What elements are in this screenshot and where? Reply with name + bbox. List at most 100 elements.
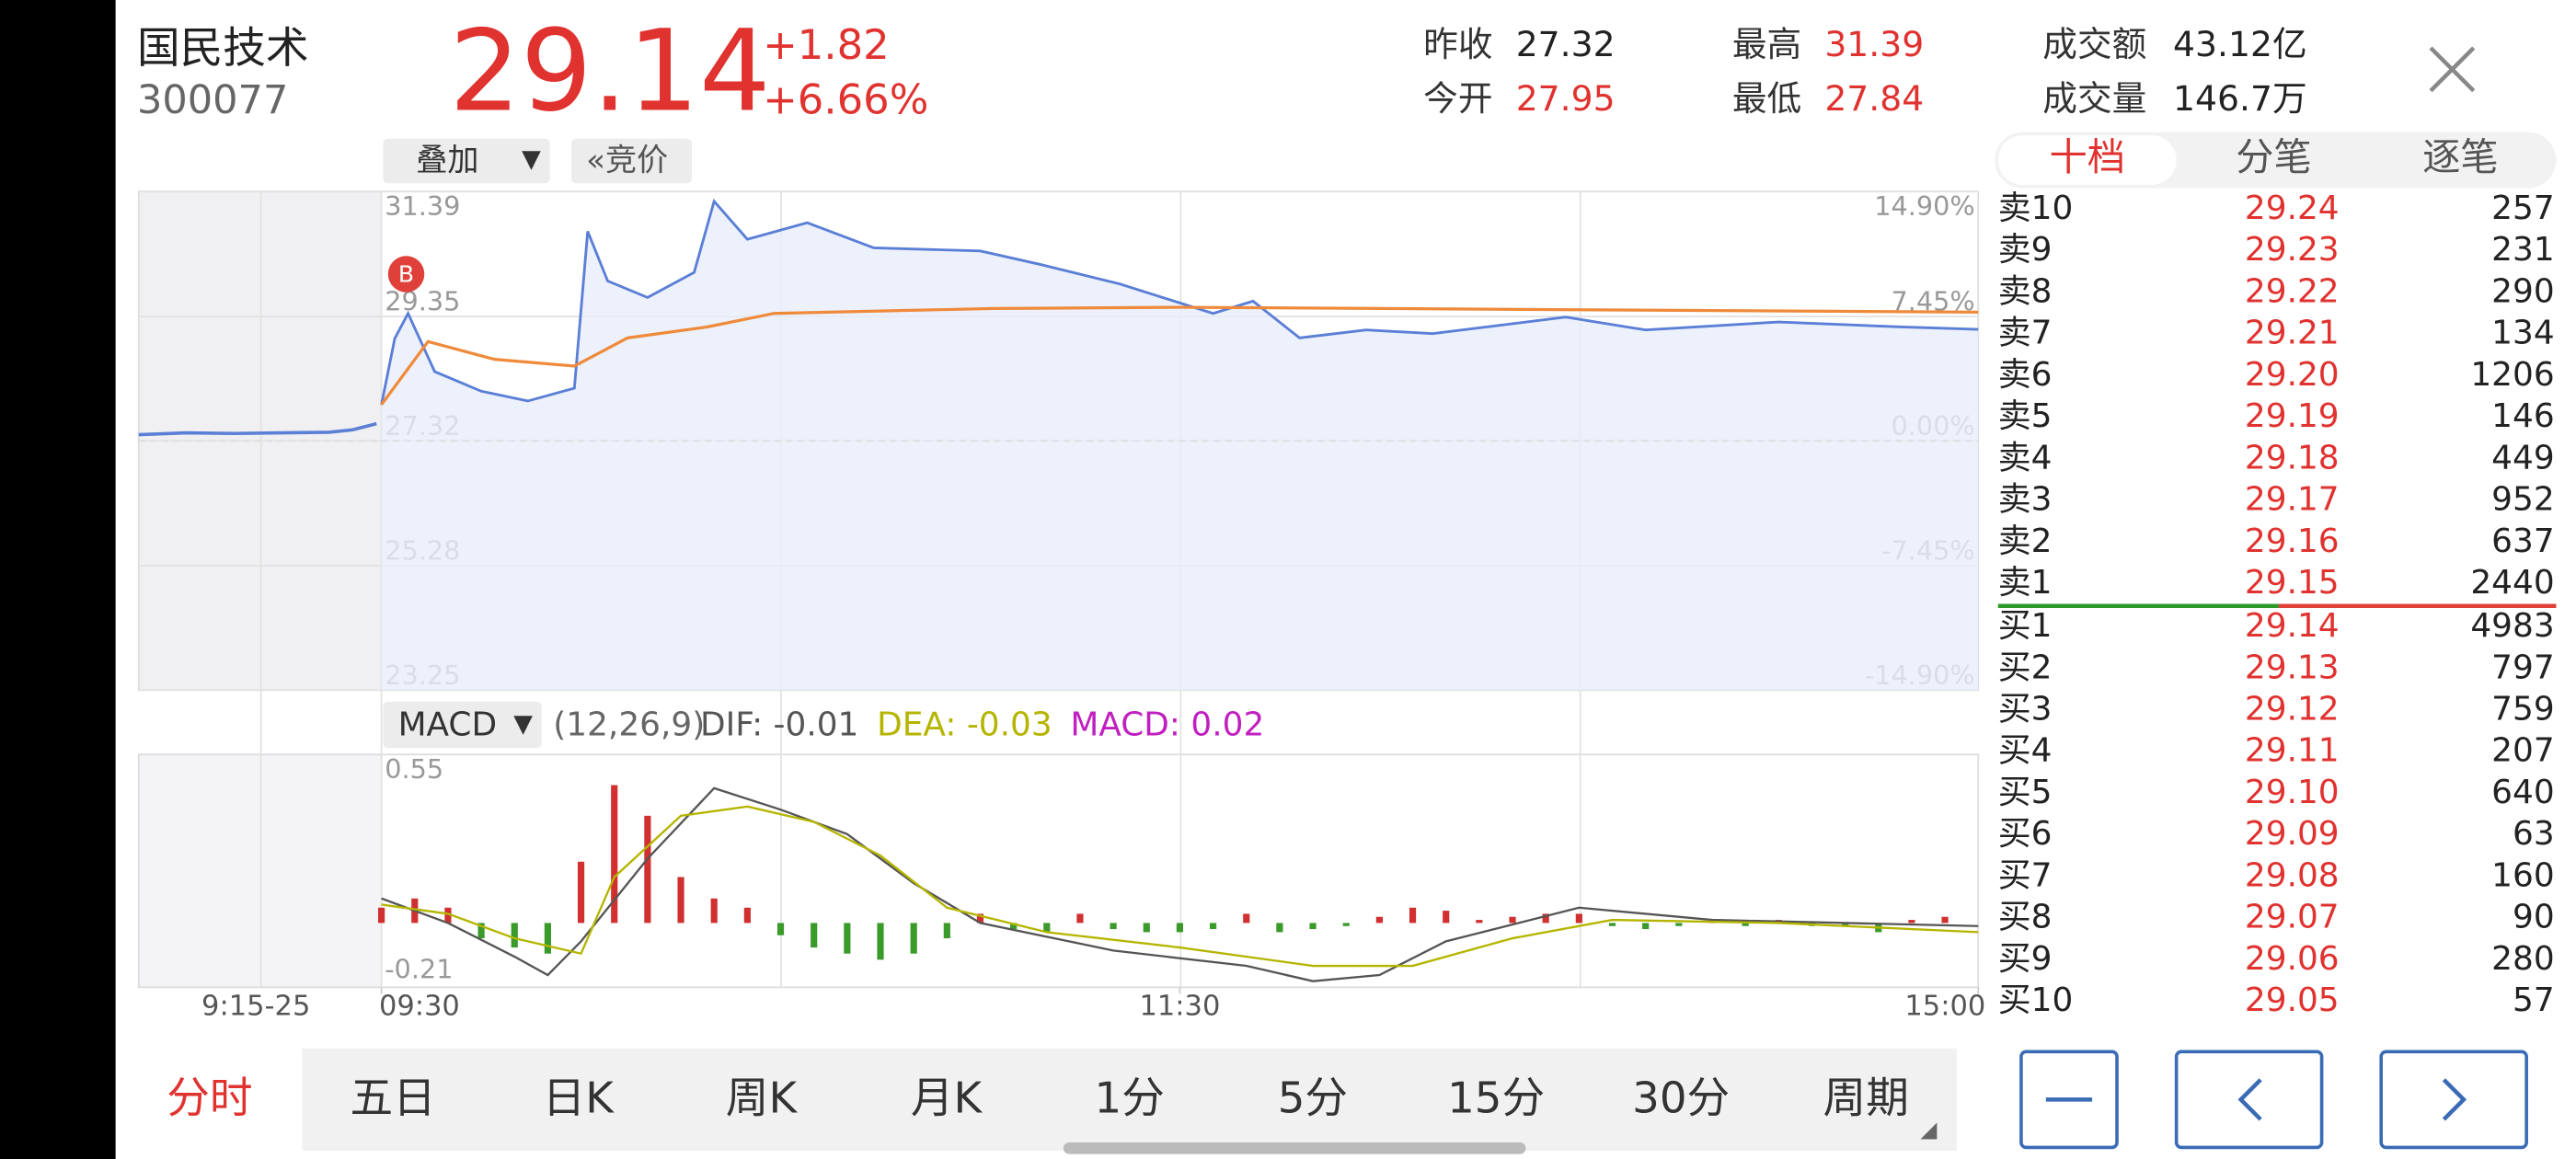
book-volume: 2440 (2470, 564, 2554, 602)
macd-button[interactable] (383, 701, 542, 749)
overlay-label: 叠加 (416, 142, 478, 178)
macd-indicator: MACD (398, 706, 498, 744)
stat-label: 成交额 (2042, 24, 2146, 64)
macd-bar (710, 898, 718, 924)
macd-bar (611, 785, 618, 924)
macd-bar (1941, 916, 1949, 924)
book-label: 卖9 (1998, 231, 2053, 269)
stock-code: 300077 (137, 77, 288, 123)
book-label: 买4 (1998, 732, 2053, 770)
book-price: 29.19 (2245, 397, 2340, 435)
period-tab[interactable]: 15分 (1447, 1074, 1545, 1124)
prev-button[interactable] (2174, 1050, 2324, 1150)
book-price: 29.22 (2245, 272, 2340, 310)
book-price: 29.20 (2245, 356, 2340, 394)
macd-params: (12,26,9) (553, 706, 705, 744)
macd-y-tick-label: 0.55 (385, 753, 443, 785)
macd-bar (677, 877, 684, 924)
book-volume: 797 (2491, 648, 2554, 686)
book-price: 29.08 (2245, 856, 2340, 894)
book-label: 买10 (1998, 981, 2074, 1019)
macd-bar (811, 923, 818, 948)
book-label: 卖7 (1998, 315, 2053, 352)
stat-value: 31.39 (1824, 24, 1924, 64)
period-tab[interactable]: 5分 (1278, 1074, 1348, 1124)
book-price: 29.14 (2245, 607, 2340, 645)
macd-bar (511, 923, 518, 948)
macd-bar (1375, 916, 1383, 924)
overlay-button[interactable] (383, 138, 550, 184)
book-label: 买1 (1998, 607, 2053, 645)
macd-line (381, 805, 1979, 968)
period-tab[interactable]: 30分 (1632, 1074, 1730, 1124)
auction-label: «竞价 (586, 142, 668, 178)
book-volume: 63 (2513, 815, 2555, 853)
macd-bar (1276, 923, 1283, 933)
book-label: 买7 (1998, 856, 2053, 894)
book-label: 买8 (1998, 899, 2053, 936)
book-label: 卖3 (1998, 481, 2053, 519)
macd-bar (1309, 923, 1317, 930)
price-area (381, 201, 1979, 691)
book-volume: 146 (2491, 397, 2554, 435)
book-price: 29.16 (2245, 522, 2340, 560)
stat-label: 最低 (1732, 78, 1801, 119)
book-label: 买5 (1998, 774, 2053, 811)
book-tab-active (1997, 135, 2177, 186)
macd-bar (844, 923, 851, 954)
macd-legend: MACD: 0.02 (1070, 706, 1264, 744)
left-edge (0, 0, 116, 1159)
macd-line (381, 786, 1979, 982)
book-volume: 257 (2491, 189, 2554, 227)
period-tab[interactable]: 周期 (1823, 1074, 1909, 1124)
macd-bar (1575, 913, 1582, 924)
macd-bar (644, 815, 651, 924)
stat-value: 27.32 (1516, 24, 1616, 64)
book-label: 卖2 (1998, 522, 2053, 560)
macd-bar (1143, 923, 1150, 933)
book-volume: 207 (2491, 732, 2554, 770)
book-label: 卖1 (1998, 564, 2053, 602)
period-tab[interactable]: 分时 (167, 1074, 252, 1124)
macd-bar (1010, 923, 1018, 930)
book-label: 买6 (1998, 815, 2053, 853)
macd-bar (378, 907, 385, 924)
series-line (380, 198, 1979, 406)
stat-value: 27.95 (1516, 78, 1616, 119)
next-button[interactable] (2379, 1050, 2528, 1150)
book-label: 买3 (1998, 691, 2053, 729)
macd-bar (1476, 920, 1483, 924)
last-price: 29.14 (449, 6, 770, 136)
book-volume: 290 (2491, 272, 2554, 310)
period-tab[interactable]: 五日 (351, 1074, 436, 1124)
close-button[interactable] (2429, 46, 2476, 93)
period-tab[interactable]: 1分 (1095, 1074, 1165, 1124)
book-volume: 637 (2491, 522, 2554, 560)
book-volume: 280 (2491, 940, 2554, 978)
book-price: 29.10 (2245, 774, 2340, 811)
book-price: 29.07 (2245, 899, 2340, 936)
book-volume: 4983 (2470, 607, 2554, 645)
nav-icons (2045, 1078, 2467, 1121)
macd-bar (1675, 923, 1683, 926)
book-volume: 1206 (2470, 356, 2554, 394)
macd-bar (1443, 911, 1450, 924)
period-tab[interactable]: 月K (911, 1074, 983, 1124)
book-price: 29.17 (2245, 481, 2340, 519)
period-tab[interactable]: 周K (726, 1074, 799, 1124)
book-volume: 57 (2513, 981, 2555, 1019)
auction-button[interactable] (571, 138, 693, 184)
period-tab[interactable]: 日K (543, 1074, 615, 1124)
book-price: 29.18 (2245, 439, 2340, 476)
macd-bar (976, 913, 984, 924)
macd-bar (1110, 923, 1117, 930)
macd-bar (1342, 923, 1350, 926)
book-volume: 759 (2491, 691, 2554, 729)
macd-bar (910, 923, 917, 954)
macd-bar (1076, 913, 1084, 924)
book-price: 29.06 (2245, 940, 2340, 978)
book-label: 卖6 (1998, 356, 2053, 394)
book-volume: 952 (2491, 481, 2554, 519)
book-label: 卖5 (1998, 397, 2053, 435)
macd-bar (477, 923, 485, 939)
